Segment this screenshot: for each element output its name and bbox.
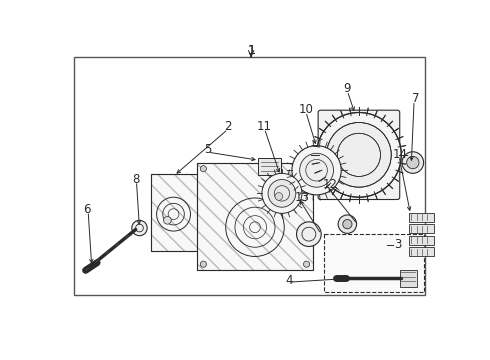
Text: 9: 9 — [343, 82, 351, 95]
Text: 8: 8 — [133, 172, 140, 185]
Text: 6: 6 — [83, 203, 91, 216]
Circle shape — [338, 215, 357, 233]
Bar — [409, 213, 434, 222]
Circle shape — [303, 166, 310, 172]
Bar — [74, 57, 425, 296]
Text: 1: 1 — [247, 44, 255, 57]
Text: 7: 7 — [412, 92, 419, 105]
Circle shape — [262, 173, 302, 213]
Bar — [151, 174, 201, 251]
FancyBboxPatch shape — [318, 110, 400, 199]
Circle shape — [132, 220, 147, 236]
Text: 14: 14 — [392, 148, 408, 161]
Circle shape — [326, 122, 392, 187]
Text: 12: 12 — [323, 178, 338, 191]
Circle shape — [164, 216, 171, 224]
Circle shape — [200, 166, 206, 172]
Circle shape — [200, 261, 206, 267]
Circle shape — [343, 220, 352, 229]
Circle shape — [275, 193, 283, 200]
Bar — [400, 270, 416, 287]
Circle shape — [317, 112, 401, 197]
FancyBboxPatch shape — [258, 158, 281, 175]
Bar — [151, 174, 201, 251]
Circle shape — [407, 156, 419, 169]
Circle shape — [292, 145, 341, 195]
Circle shape — [300, 153, 334, 187]
Circle shape — [303, 261, 310, 267]
Bar — [409, 247, 434, 256]
Bar — [409, 224, 434, 233]
Bar — [197, 163, 313, 270]
Text: 2: 2 — [224, 120, 232, 133]
Bar — [409, 236, 434, 245]
Text: 11: 11 — [257, 120, 272, 133]
Circle shape — [296, 222, 321, 247]
Bar — [324, 234, 424, 292]
Text: 1: 1 — [247, 44, 255, 57]
Text: 10: 10 — [298, 103, 313, 116]
Bar — [197, 163, 313, 270]
Circle shape — [268, 180, 296, 207]
Circle shape — [402, 152, 424, 173]
Text: 3: 3 — [394, 238, 402, 251]
Text: 4: 4 — [285, 274, 293, 287]
Text: 13: 13 — [294, 190, 310, 203]
Text: 5: 5 — [204, 143, 211, 157]
